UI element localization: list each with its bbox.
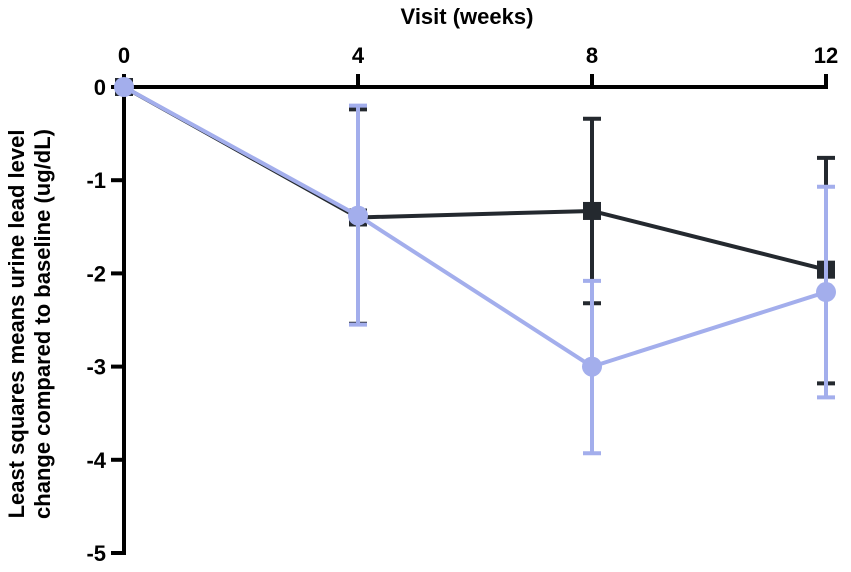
series-0-line [123, 85, 827, 272]
x-axis-title: Visit (weeks) [401, 4, 534, 29]
y-tick-label-0: 0 [94, 75, 106, 100]
series-1 [114, 77, 836, 456]
y-tick-label-2: -2 [86, 261, 106, 286]
series-1-point-2 [582, 356, 602, 377]
series-layer [114, 77, 836, 456]
axes: 0 4 8 12 0 -1 -2 -3 -4 -5 [86, 43, 838, 566]
series-1-point-1 [348, 205, 368, 226]
y-axis-title-line-2: change compared to baseline (ug/dL) [30, 129, 55, 519]
series-1-point-0 [114, 77, 134, 97]
y-tick-label-3: -3 [86, 355, 106, 380]
series-0-point-2 [583, 201, 601, 220]
y-tick-label-1: -1 [86, 168, 106, 193]
series-1-point-3 [816, 282, 836, 303]
y-tick-label-4: -4 [86, 448, 106, 473]
y-tick-label-5: -5 [86, 541, 106, 566]
x-tick-label-2: 8 [586, 43, 598, 68]
x-tick-label-1: 4 [352, 43, 365, 68]
series-0 [115, 78, 835, 386]
y-axis-title: Least squares means urine lead level cha… [4, 129, 55, 519]
series-1-line [123, 85, 827, 369]
x-tick-label-3: 12 [814, 43, 838, 68]
x-tick-label-0: 0 [118, 43, 130, 68]
y-axis-title-line-1: Least squares means urine lead level [4, 130, 29, 519]
